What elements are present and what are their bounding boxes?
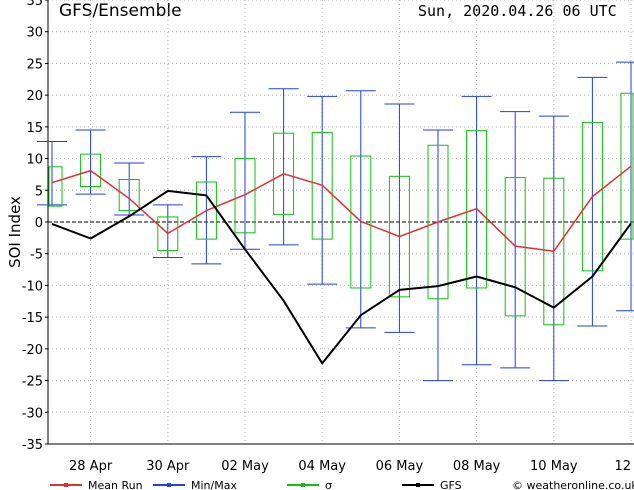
sigma-box (157, 216, 179, 252)
chart-title: GFS/Ensemble (59, 1, 182, 21)
sigma-box (273, 132, 295, 215)
y-tick-label: 5 (35, 184, 43, 199)
sigma-box (80, 153, 102, 187)
y-tick-label: 35 (26, 0, 43, 9)
chart-datetime: Sun, 2020.04.26 06 UTC (418, 2, 617, 20)
x-tick-label: 12 (614, 459, 631, 474)
x-tick-label: 10 May (530, 459, 578, 474)
legend-item: GFS (402, 479, 462, 490)
gfs-line (51, 189, 632, 365)
y-tick-label: 0 (35, 216, 43, 231)
legend-label: Mean Run (88, 479, 143, 490)
x-tick-label: 02 May (221, 459, 269, 474)
sigma-box (234, 158, 256, 234)
y-tick-label: -35 (22, 438, 43, 453)
legend-marker (301, 483, 305, 487)
sigma-box (581, 121, 603, 272)
y-tick-label: -20 (22, 343, 43, 358)
legend-item: σ (287, 479, 332, 490)
sigma-box (48, 166, 63, 207)
legend-item: Mean Run (50, 479, 143, 490)
x-tick-label: 04 May (298, 459, 346, 474)
y-tick-label: 15 (26, 121, 43, 136)
y-tick-label: -10 (22, 279, 43, 294)
sigma-box (543, 177, 565, 326)
x-tick-label: 08 May (453, 459, 501, 474)
plot-area: -35 -30 -25 -20 -15 -10 -5 0 5 10 15 20 25 30 35 28 Apr… (22, 0, 634, 474)
y-tick-label: -5 (30, 248, 43, 263)
y-tick-label: 20 (26, 89, 43, 104)
y-tick-label: -30 (22, 406, 43, 421)
y-tick-label: 30 (26, 26, 43, 41)
legend-label: GFS (440, 479, 462, 490)
mean-run-line (51, 165, 632, 252)
y-axis-label: SOI Index (6, 196, 24, 268)
sigma-box (466, 130, 488, 289)
y-tick-label: 25 (26, 57, 43, 72)
credit-text: © weatheronline.co.uk (512, 479, 634, 490)
legend-marker (416, 483, 420, 487)
sigma-box (118, 179, 140, 212)
y-tick-label: -25 (22, 375, 43, 390)
sigma-box (427, 144, 449, 300)
y-tick-label: 10 (26, 153, 43, 168)
sigma-box (388, 175, 410, 298)
legend-label: Min/Max (191, 479, 237, 490)
legend-label: σ (325, 479, 332, 490)
x-tick-label: 06 May (376, 459, 424, 474)
sigma-box (311, 132, 333, 240)
legend-item: Min/Max (153, 479, 237, 490)
sigma-box (620, 92, 634, 240)
y-tick-label: -15 (22, 311, 43, 326)
legend-marker (64, 483, 68, 487)
x-tick-label: 28 Apr (69, 459, 113, 474)
sigma-box (350, 155, 372, 289)
legend-marker (167, 483, 171, 487)
x-tick-label: 30 Apr (146, 459, 190, 474)
